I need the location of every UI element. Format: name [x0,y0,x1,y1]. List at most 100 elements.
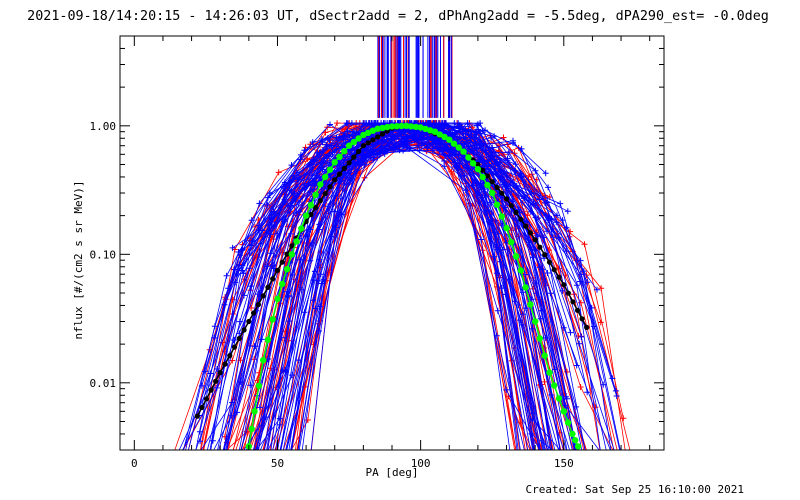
fit-point [360,143,366,149]
trace-marker [493,270,500,277]
trace-marker [545,184,552,191]
fit-point [417,124,424,131]
fit-point [388,123,396,130]
fit-point [308,212,314,218]
vertical-spikes [377,36,453,118]
trace-marker [578,271,585,278]
trace-marker [360,153,367,160]
fit-point [556,274,562,280]
fit-point [565,290,572,296]
trace-marker [307,257,314,264]
fit-point [236,335,242,342]
trace-marker [592,404,599,411]
trace-line [286,122,621,450]
fit-point [579,316,585,322]
y-tick-label: 1.00 [90,120,117,133]
fit-series [245,122,582,450]
trace-marker [315,277,322,284]
trace-line [297,122,543,450]
fit-point [289,243,295,249]
trace-marker [451,120,458,127]
fit-point [284,251,290,257]
trace-marker [236,318,243,325]
trace-marker [441,158,448,164]
fit-point [542,252,548,258]
trace-marker [577,384,584,390]
fit-point [312,191,319,198]
fit-point [560,408,567,415]
fit-point [484,181,491,189]
fit-point [270,276,276,282]
fit-point [436,131,443,138]
fit-point [264,336,272,343]
trace-marker [268,211,275,218]
trace-marker [337,134,343,141]
trace-marker [590,323,597,330]
trace-line [182,132,541,450]
fit-point [203,396,210,402]
fit-point [384,123,391,131]
fit-point [274,267,281,273]
trace-marker [252,343,259,350]
fit-point [255,382,263,389]
trace-marker [267,231,274,238]
fit-curves [194,122,590,450]
fit-point [479,173,486,181]
trace-marker [553,219,560,226]
fit-point [313,205,319,211]
fit-point [508,239,515,246]
fit-point [517,267,524,274]
trace-marker [317,271,324,278]
trace-marker [462,187,469,194]
fit-point [379,124,386,132]
fit-point [246,318,252,325]
trace-marker [491,253,498,260]
trace-marker [285,292,292,299]
created-timestamp: Created: Sat Sep 25 16:10:00 2021 [525,483,744,496]
trace-line [297,130,595,450]
trace-marker [327,174,334,181]
fit-point [213,378,219,384]
trace-marker [474,190,481,197]
trace-marker [236,252,243,259]
trace-marker [248,217,255,224]
fit-point [475,161,481,168]
trace-marker [254,291,261,298]
trace-marker [594,286,600,293]
trace-marker [404,144,411,151]
trace-marker [323,144,330,150]
trace-marker [542,170,549,177]
trace-marker [564,368,570,375]
fit-point [484,173,490,179]
trace-marker [563,395,570,402]
fit-point [283,266,291,273]
trace-marker [310,277,317,284]
trace-marker [544,270,551,276]
trace-marker [469,148,475,154]
fit-point [480,167,486,173]
fit-point [279,280,286,288]
fit-point [302,212,310,219]
fit-point [241,327,247,333]
trace-marker [312,305,319,312]
trace-marker [240,270,247,277]
fit-point [255,301,261,308]
trace-marker [424,144,431,151]
trace-marker [275,169,282,176]
trace-line [255,144,511,450]
fit-point [431,128,439,135]
fit-point [499,190,505,196]
fit-point [288,251,295,258]
fit-point [489,179,495,185]
fit-point [546,369,553,376]
fit-point [537,244,543,250]
trace-marker [328,233,335,240]
trace-marker [291,190,298,197]
axes: 0 50 100 150 0.01 0.10 1.00 [90,35,664,470]
trace-marker [577,299,584,306]
trace-marker [573,447,575,450]
trace-marker [370,154,377,161]
fit-point [369,127,377,134]
trace-marker [361,120,368,127]
